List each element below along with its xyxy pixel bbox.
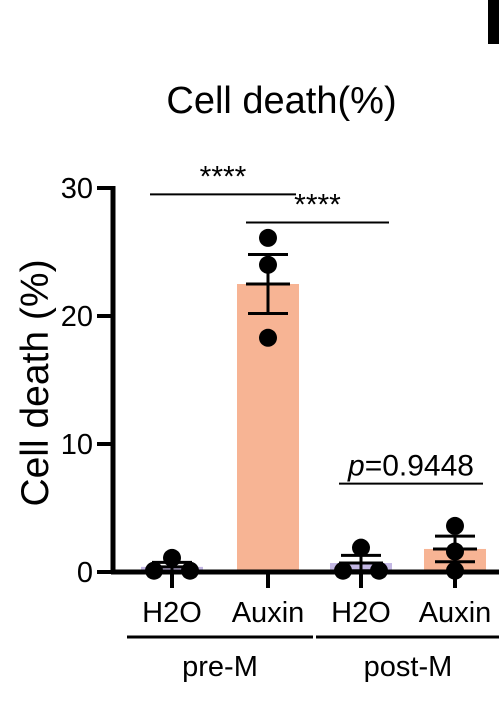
data-point xyxy=(259,228,277,247)
data-point xyxy=(370,561,388,580)
y-tick-label: 10 xyxy=(61,429,93,461)
data-point xyxy=(334,561,352,580)
significance-layer: **** **** p=0.9448 xyxy=(150,160,483,485)
data-point xyxy=(446,561,464,580)
category-label: Auxin xyxy=(232,597,305,629)
p-symbol: p xyxy=(347,450,365,483)
category-label: Auxin xyxy=(419,597,492,629)
data-point xyxy=(259,255,277,274)
data-point xyxy=(446,542,464,561)
bars-layer xyxy=(141,284,486,572)
panel-letter-mark xyxy=(488,0,499,44)
points-layer xyxy=(145,228,477,580)
data-point xyxy=(163,548,181,567)
category-labels: H2O Auxin H2O Auxin pre-M post-M xyxy=(127,597,499,683)
p-value: =0.9448 xyxy=(365,450,474,483)
bar xyxy=(237,284,299,572)
category-label: H2O xyxy=(331,597,391,629)
y-tick-label: 20 xyxy=(61,301,93,333)
significance-label: **** xyxy=(200,160,247,193)
y-axis: 0 10 20 30 xyxy=(61,173,499,589)
data-point xyxy=(145,561,163,580)
chart-title: Cell death(%) xyxy=(166,80,397,122)
category-label: H2O xyxy=(142,597,202,629)
significance-label: **** xyxy=(294,189,341,222)
y-tick-label: 0 xyxy=(77,557,93,589)
y-axis-label: Cell death (%) xyxy=(14,259,57,506)
group-label: pre-M xyxy=(182,651,258,683)
significance-label: p=0.9448 xyxy=(347,450,474,483)
y-tick-label: 30 xyxy=(61,173,93,205)
data-point xyxy=(446,516,464,535)
data-point xyxy=(181,561,199,580)
data-point xyxy=(259,328,277,347)
data-point xyxy=(352,538,370,557)
group-label: post-M xyxy=(364,651,453,683)
